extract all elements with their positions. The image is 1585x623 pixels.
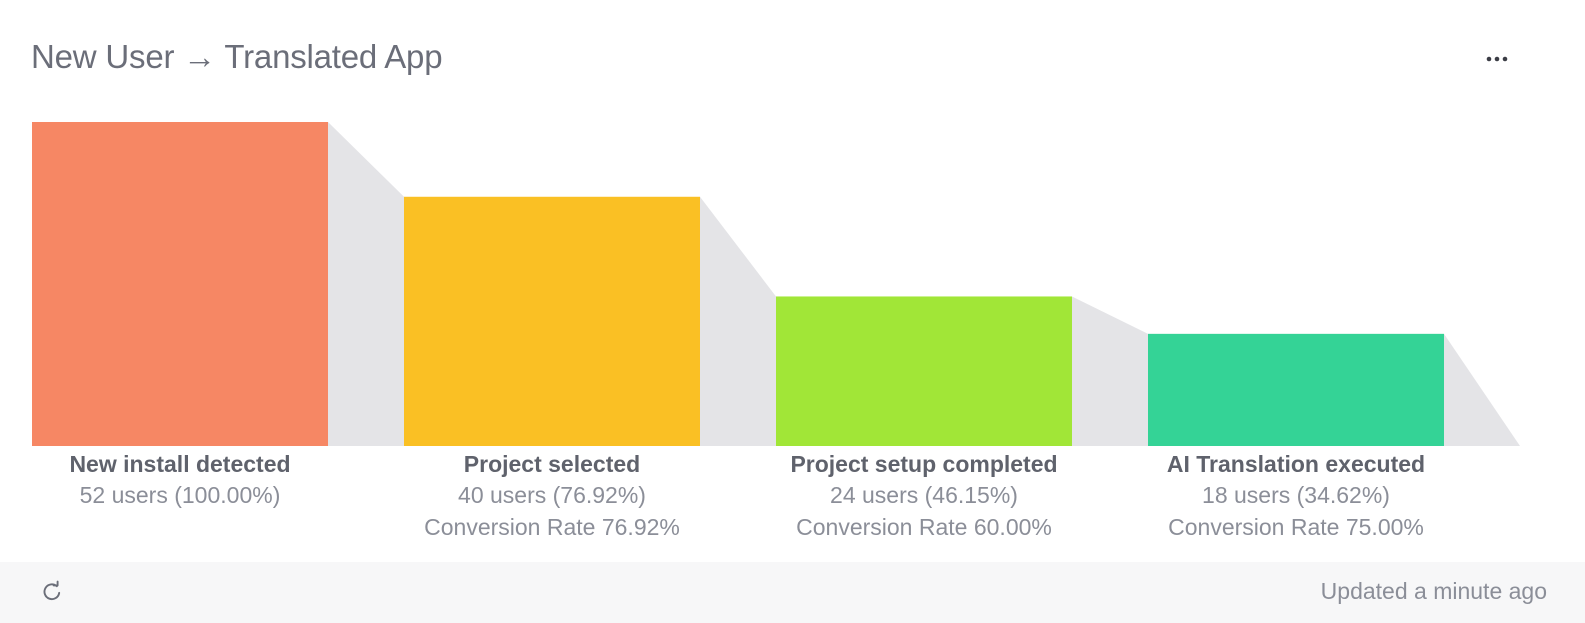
refresh-icon (43, 580, 61, 601)
step-conversion-label: Conversion Rate 60.00% (796, 514, 1052, 540)
funnel-bar (404, 196, 700, 446)
more-horizontal-icon (1486, 56, 1508, 62)
card-footer: Updated a minute ago (0, 562, 1585, 623)
more-options-button[interactable] (1482, 44, 1512, 74)
funnel-connector (700, 196, 776, 446)
step-count-label: 18 users (34.62%) (1202, 482, 1390, 508)
step-name-label: Project selected (464, 451, 640, 477)
funnel-chart: New install detected 52 users (100.00%) Pr… (32, 122, 1520, 540)
step-name-label: Project setup completed (790, 451, 1057, 477)
step-conversion-label: Conversion Rate 76.92% (424, 514, 680, 540)
step-count-label: 40 users (76.92%) (458, 482, 646, 508)
step-count-label: 24 users (46.15%) (830, 482, 1018, 508)
refresh-button[interactable] (38, 578, 66, 606)
card-title: New User → Translated App (31, 38, 443, 75)
updated-timestamp: Updated a minute ago (1320, 578, 1547, 604)
step-conversion-label: Conversion Rate 75.00% (1168, 514, 1424, 540)
funnel-bar (1148, 333, 1444, 446)
funnel-bar (32, 122, 328, 446)
funnel-connector (328, 122, 404, 446)
funnel-connector (1072, 296, 1148, 446)
step-name-label: New install detected (69, 451, 290, 477)
step-count-label: 52 users (100.00%) (80, 482, 281, 508)
funnel-connector (1444, 333, 1520, 446)
step-name-label: AI Translation executed (1167, 451, 1425, 477)
funnel-bar (776, 296, 1072, 446)
